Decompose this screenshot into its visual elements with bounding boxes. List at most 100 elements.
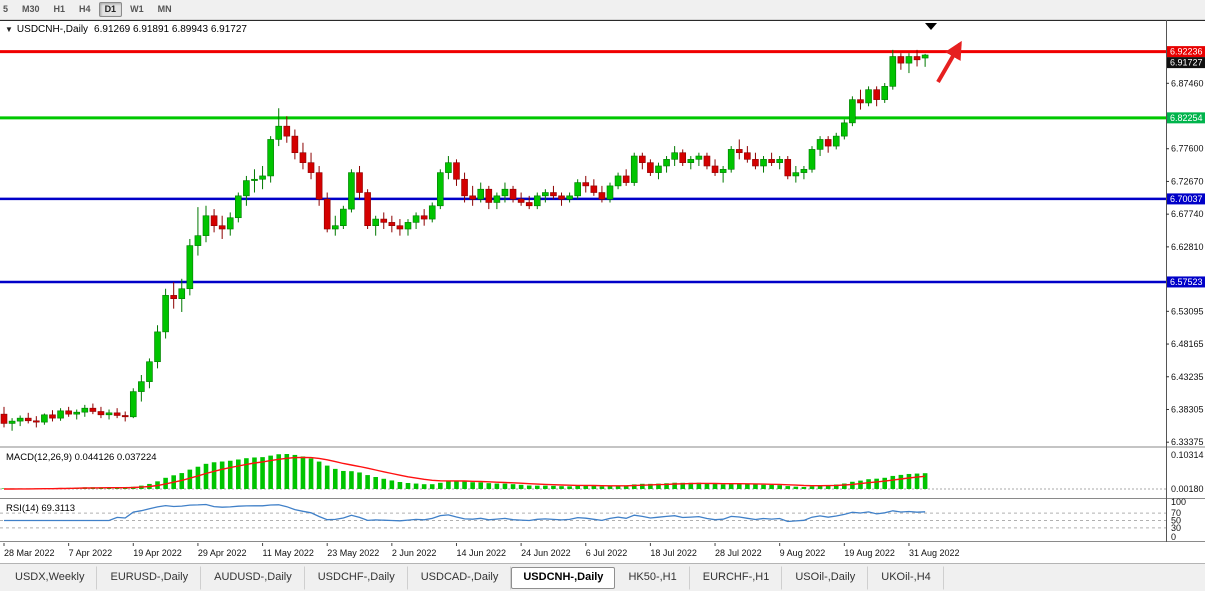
price-badge [1167, 193, 1205, 205]
macd-histogram-bar [575, 485, 580, 489]
candle-body [154, 331, 161, 363]
macd-axis-label: 0.00180 [1171, 484, 1204, 494]
chart-tab-usoildaily[interactable]: USOil-,Daily [782, 565, 869, 590]
last-bar-marker-icon [925, 23, 937, 30]
candle-body [735, 149, 743, 154]
timeframe-button-w1[interactable]: W1 [130, 4, 144, 14]
timeframe-toolbar: 5 M30 H1 H4 D1 W1 MN [0, 0, 1205, 20]
candle-body [517, 198, 525, 203]
chart-tab-usdchfdaily[interactable]: USDCHF-,Daily [305, 565, 408, 590]
chart-tab-eurusddaily[interactable]: EURUSD-,Daily [97, 565, 202, 590]
candle-body [857, 99, 864, 104]
chart-tab-usdcnhdaily[interactable]: USDCNH-,Daily [511, 566, 616, 589]
candle-body [647, 162, 654, 173]
timeframe-button-mn[interactable]: MN [157, 4, 172, 14]
candle-body [509, 188, 517, 200]
candle-body [606, 185, 614, 200]
candle-body [542, 192, 549, 197]
candle-body [695, 155, 703, 160]
candle-body [598, 192, 606, 200]
candle-body [388, 222, 396, 227]
macd-histogram-bar [753, 484, 758, 489]
chart-tab-usdxweekly[interactable]: USDX,Weekly [2, 565, 98, 590]
candle-body [703, 155, 711, 167]
candle-body [81, 407, 89, 413]
date-axis-label: 24 Jun 2022 [521, 548, 571, 558]
chart-tab-eurchfh1[interactable]: EURCHF-,H1 [690, 565, 783, 590]
timeframe-button-h1[interactable]: H1 [53, 4, 66, 14]
macd-histogram-bar [526, 485, 532, 489]
macd-histogram-bar [219, 461, 225, 489]
candle-body [226, 217, 234, 230]
chart-tab-audusddaily[interactable]: AUDUSD-,Daily [201, 565, 305, 590]
candle-body [679, 152, 687, 163]
macd-histogram-bar [858, 480, 863, 489]
candle-body [816, 139, 824, 150]
candle-body [307, 162, 315, 173]
macd-histogram-bar [809, 486, 815, 489]
price-badge-text: 6.91727 [1170, 58, 1203, 68]
macd-histogram-bar [914, 473, 920, 489]
timeframe-button-h4[interactable]: H4 [79, 4, 91, 14]
chart-tab-usdcaddaily[interactable]: USDCAD-,Daily [408, 565, 512, 590]
macd-histogram-bar [486, 483, 492, 489]
macd-histogram-bar [454, 480, 459, 489]
date-axis-label: 29 Apr 2022 [198, 548, 247, 558]
candle-body [8, 420, 16, 424]
candle-body [210, 215, 218, 227]
macd-histogram-bar [583, 485, 589, 489]
timeframe-button-5[interactable]: 5 [3, 4, 9, 14]
macd-histogram-bar [284, 454, 290, 489]
macd-histogram-bar [559, 486, 564, 489]
macd-histogram-bar [316, 461, 322, 489]
price-badge-text: 6.92236 [1170, 47, 1203, 57]
price-badge [1167, 57, 1205, 69]
macd-histogram-bar [341, 470, 346, 489]
macd-histogram-bar [494, 483, 500, 489]
chart-symbol-label: USDCNH-,Daily [16, 24, 89, 35]
candle-body [16, 417, 24, 422]
macd-histogram-bar [502, 483, 508, 489]
candle-body [663, 159, 670, 167]
rsi-axis-label: 70 [1171, 508, 1181, 518]
macd-histogram-bar [640, 483, 645, 489]
candle-body [146, 361, 153, 382]
candle-body [630, 155, 638, 183]
candle-body [477, 188, 485, 200]
candle-body [364, 192, 371, 227]
candle-body [420, 215, 428, 220]
candle-body [267, 139, 274, 177]
trend-arrow-annotation[interactable] [936, 40, 962, 84]
chart-tab-hk50h1[interactable]: HK50-,H1 [615, 565, 690, 590]
price-axis-label: 6.77600 [1171, 144, 1204, 154]
macd-histogram-bar [518, 484, 524, 489]
chart-tab-ukoilh4[interactable]: UKOil-,H4 [868, 565, 944, 590]
macd-histogram-bar [817, 485, 823, 489]
chart-area[interactable]: 6.87460 6.77600 6.72670 6.67740 6.62810 6.530… [0, 20, 1205, 563]
macd-histogram-bar [704, 483, 710, 489]
macd-histogram-bar [906, 473, 912, 489]
candle-body [622, 175, 630, 183]
price-axis-label: 6.43235 [1171, 372, 1204, 382]
date-axis-label: 14 Jun 2022 [456, 548, 506, 558]
candle-body [550, 192, 557, 197]
timeframe-button-m30[interactable]: M30 [22, 4, 40, 14]
candle-body [162, 295, 169, 333]
candle-body [396, 225, 404, 230]
timeframe-button-d1[interactable]: D1 [98, 2, 123, 17]
chart-collapse-icon[interactable]: ▼ [5, 25, 13, 34]
date-axis-label: 28 Jul 2022 [715, 548, 762, 558]
candle-body [873, 89, 880, 100]
macd-axis-label: 0.10314 [1171, 450, 1204, 460]
macd-signal-line [4, 456, 926, 490]
rsi-axis-label: 30 [1171, 523, 1181, 533]
candle-body [49, 414, 56, 419]
date-axis-label: 18 Jul 2022 [650, 548, 697, 558]
candle-body [89, 407, 97, 412]
candle-body [105, 412, 113, 416]
date-axis-label: 19 Apr 2022 [133, 548, 182, 558]
rsi-axis-label: 50 [1171, 516, 1181, 526]
candle-body [340, 208, 347, 227]
candle-body [727, 149, 735, 170]
